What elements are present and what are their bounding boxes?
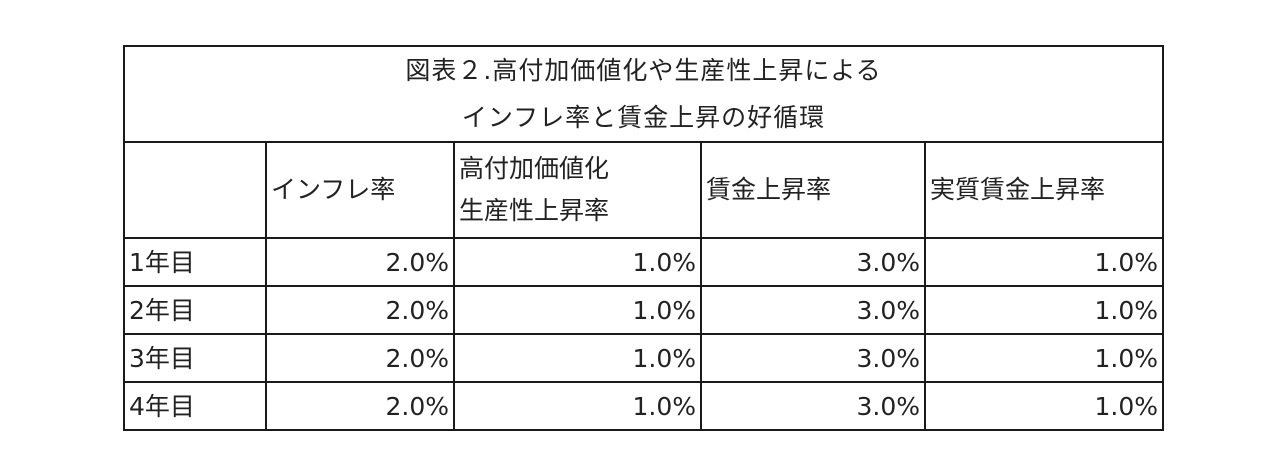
cell-productivity-growth: 1.0% [453,381,702,431]
header-real-wage-growth-label: 実質賃金上昇率 [930,175,1106,204]
cell-inflation-rate: 2.0% [265,381,455,431]
cell-wage-growth: 3.0% [700,285,926,335]
data-table: 図表２.高付加価値化や生産性上昇による インフレ率と賃金上昇の好循環 インフレ率… [123,45,1164,431]
table-title: 図表２.高付加価値化や生産性上昇による インフレ率と賃金上昇の好循環 [123,45,1164,143]
row-label: 4年目 [123,381,267,431]
header-wage-growth-label: 賃金上昇率 [706,175,832,204]
table-row: 4年目 2.0% 1.0% 3.0% 1.0% [123,381,1164,431]
table-title-line-1: 図表２.高付加価値化や生産性上昇による [405,56,882,85]
cell-wage-growth: 3.0% [700,333,926,383]
header-real-wage-growth: 実質賃金上昇率 [924,141,1164,239]
header-productivity-growth: 高付加価値化 生産性上昇率 [453,141,702,239]
cell-wage-growth: 3.0% [700,237,926,287]
header-corner-cell [123,141,267,239]
header-productivity-growth-line-2: 生産性上昇率 [459,196,610,225]
row-label: 3年目 [123,333,267,383]
table-row: 1年目 2.0% 1.0% 3.0% 1.0% [123,237,1164,287]
cell-real-wage-growth: 1.0% [924,381,1164,431]
header-inflation-rate-label: インフレ率 [271,175,396,204]
cell-productivity-growth: 1.0% [453,237,702,287]
table-row: 3年目 2.0% 1.0% 3.0% 1.0% [123,333,1164,383]
row-label: 1年目 [123,237,267,287]
cell-inflation-rate: 2.0% [265,333,455,383]
header-wage-growth: 賃金上昇率 [700,141,926,239]
cell-productivity-growth: 1.0% [453,285,702,335]
table-title-line-2: インフレ率と賃金上昇の好循環 [461,103,826,132]
cell-wage-growth: 3.0% [700,381,926,431]
row-label: 2年目 [123,285,267,335]
header-inflation-rate: インフレ率 [265,141,455,239]
cell-inflation-rate: 2.0% [265,237,455,287]
cell-real-wage-growth: 1.0% [924,285,1164,335]
cell-productivity-growth: 1.0% [453,333,702,383]
table-row: 2年目 2.0% 1.0% 3.0% 1.0% [123,285,1164,335]
header-productivity-growth-line-1: 高付加価値化 [459,154,610,183]
cell-real-wage-growth: 1.0% [924,237,1164,287]
cell-inflation-rate: 2.0% [265,285,455,335]
title-row: 図表２.高付加価値化や生産性上昇による インフレ率と賃金上昇の好循環 [123,45,1164,143]
cell-real-wage-growth: 1.0% [924,333,1164,383]
header-row: インフレ率 高付加価値化 生産性上昇率 賃金上昇率 実質賃金上昇率 [123,141,1164,239]
